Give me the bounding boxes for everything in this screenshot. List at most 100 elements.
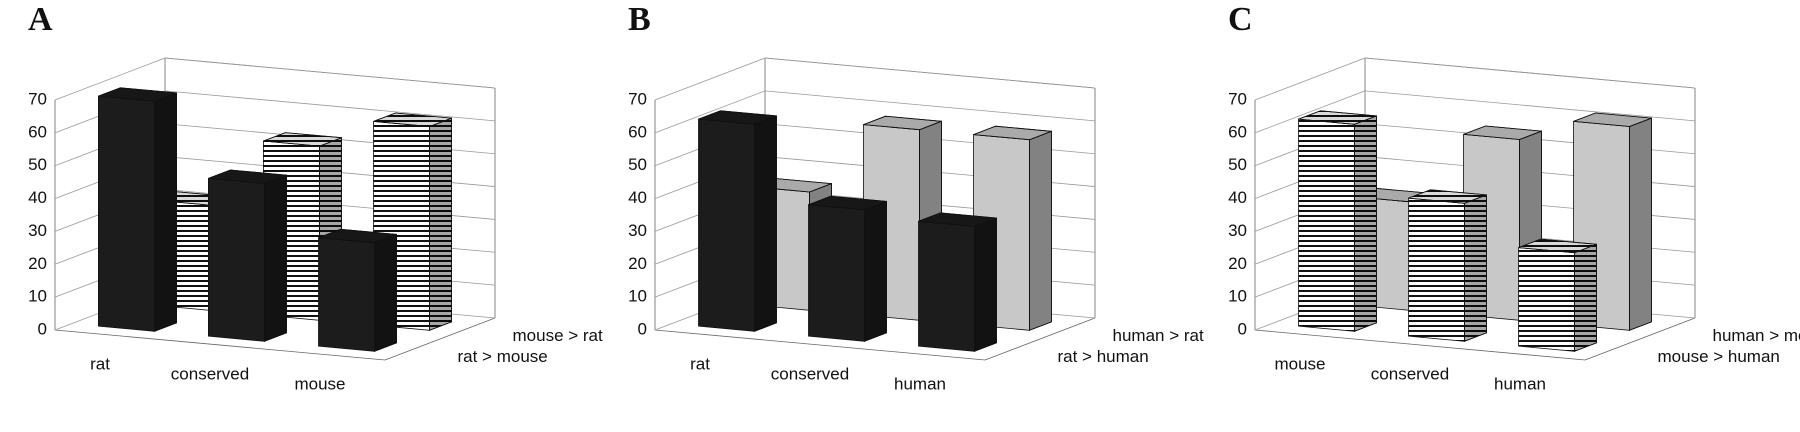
bar-top-shade bbox=[1463, 125, 1542, 140]
y-tick-label: 10 bbox=[1228, 287, 1247, 306]
bar-side-shade bbox=[1464, 194, 1487, 342]
x-tick-label: conserved bbox=[1371, 364, 1449, 383]
bar-side-shade bbox=[429, 117, 453, 331]
bar-top-shade bbox=[263, 132, 342, 147]
x-tick-label: conserved bbox=[171, 364, 249, 383]
bar-side-shade bbox=[1574, 243, 1597, 352]
bar-top-shade bbox=[208, 169, 287, 184]
x-tick-label: human bbox=[894, 374, 946, 393]
bar-side-shade bbox=[864, 200, 887, 342]
bar-side-shade bbox=[754, 115, 777, 332]
y-tick-label: 40 bbox=[1228, 188, 1247, 207]
axis-edge bbox=[54, 329, 386, 361]
grid-line bbox=[1364, 57, 1696, 89]
legend-label: rat > human bbox=[1058, 347, 1149, 366]
y-tick-label: 10 bbox=[28, 287, 47, 306]
bar-front bbox=[98, 95, 156, 332]
grid-line bbox=[54, 57, 166, 101]
y-tick-label: 30 bbox=[28, 221, 47, 240]
bar bbox=[698, 110, 777, 332]
y-tick-label: 0 bbox=[638, 319, 647, 338]
bar-front bbox=[1298, 118, 1355, 332]
axis-edge bbox=[654, 329, 986, 361]
legend-label: rat > mouse bbox=[458, 347, 548, 366]
bar-top-shade bbox=[373, 112, 452, 127]
grid-line bbox=[764, 57, 1096, 89]
grid-line bbox=[164, 57, 496, 89]
bar-front bbox=[1518, 247, 1575, 352]
bar-top-shade bbox=[863, 115, 942, 131]
bar-top-shade bbox=[1518, 238, 1597, 254]
y-tick-label: 70 bbox=[1228, 89, 1247, 108]
y-tick-label: 30 bbox=[628, 221, 647, 240]
bar-side-shade bbox=[374, 233, 398, 352]
bar bbox=[808, 195, 887, 342]
bar-front bbox=[808, 204, 865, 342]
y-tick-label: 20 bbox=[628, 254, 647, 273]
grid-line bbox=[1254, 90, 1366, 134]
bar-top-shade bbox=[698, 110, 777, 125]
y-tick-label: 40 bbox=[628, 188, 647, 207]
bar-top-shade bbox=[1298, 110, 1377, 125]
bar-front bbox=[698, 118, 755, 332]
axis-edge bbox=[1584, 317, 1696, 361]
y-tick-label: 20 bbox=[28, 254, 47, 273]
bar-side-shade bbox=[1029, 130, 1052, 331]
y-tick-label: 60 bbox=[28, 122, 47, 141]
x-tick-label: mouse bbox=[1274, 354, 1325, 373]
bar bbox=[1298, 110, 1377, 332]
y-tick-label: 30 bbox=[1228, 221, 1247, 240]
bar-top-shade bbox=[973, 125, 1052, 141]
bar-front bbox=[918, 220, 975, 352]
panel-label: C bbox=[1228, 1, 1253, 38]
y-tick-label: 0 bbox=[38, 319, 47, 338]
y-tick-label: 50 bbox=[628, 155, 647, 174]
x-tick-label: rat bbox=[90, 354, 110, 373]
y-tick-label: 10 bbox=[628, 287, 647, 306]
bar-top-shade bbox=[918, 212, 997, 227]
y-tick-label: 50 bbox=[28, 155, 47, 174]
y-tick-label: 20 bbox=[1228, 254, 1247, 273]
bar bbox=[1518, 238, 1597, 352]
x-tick-label: mouse bbox=[294, 374, 345, 393]
y-tick-label: 70 bbox=[628, 89, 647, 108]
grid-line bbox=[164, 90, 496, 122]
bar-top-shade bbox=[318, 228, 397, 244]
y-tick-label: 60 bbox=[628, 122, 647, 141]
legend-label: mouse > human bbox=[1658, 347, 1780, 366]
bar-top-shade bbox=[1573, 112, 1652, 127]
grid-line bbox=[764, 90, 1096, 122]
bar bbox=[318, 228, 398, 352]
legend-label: mouse > rat bbox=[513, 326, 604, 345]
x-tick-label: rat bbox=[690, 354, 710, 373]
bar bbox=[973, 125, 1052, 331]
axis-edge bbox=[1254, 329, 1586, 361]
bar bbox=[918, 212, 997, 352]
bar-top-shade bbox=[98, 87, 177, 102]
bar-side-shade bbox=[264, 174, 287, 342]
bar bbox=[207, 169, 287, 342]
y-tick-label: 70 bbox=[28, 89, 47, 108]
panel-label: B bbox=[628, 1, 651, 38]
x-tick-label: human bbox=[1494, 374, 1546, 393]
bar bbox=[1573, 112, 1652, 331]
bar-top-shade bbox=[808, 195, 887, 211]
bar-side-shade bbox=[154, 92, 178, 332]
bar bbox=[1408, 189, 1487, 342]
bar-front bbox=[318, 237, 376, 352]
legend-label: human > mouse bbox=[1713, 326, 1800, 345]
axis-edge bbox=[984, 317, 1096, 361]
grid-line bbox=[654, 57, 766, 101]
x-tick-label: conserved bbox=[771, 364, 849, 383]
y-tick-label: 40 bbox=[28, 188, 47, 207]
bar-front bbox=[207, 177, 265, 342]
grid-line bbox=[1254, 57, 1366, 101]
y-tick-label: 0 bbox=[1238, 319, 1247, 338]
bar-side-shade bbox=[1354, 115, 1377, 332]
bar-side-shade bbox=[974, 217, 997, 352]
y-tick-label: 60 bbox=[1228, 122, 1247, 141]
grid-line bbox=[654, 90, 766, 134]
legend-label: human > rat bbox=[1113, 326, 1204, 345]
